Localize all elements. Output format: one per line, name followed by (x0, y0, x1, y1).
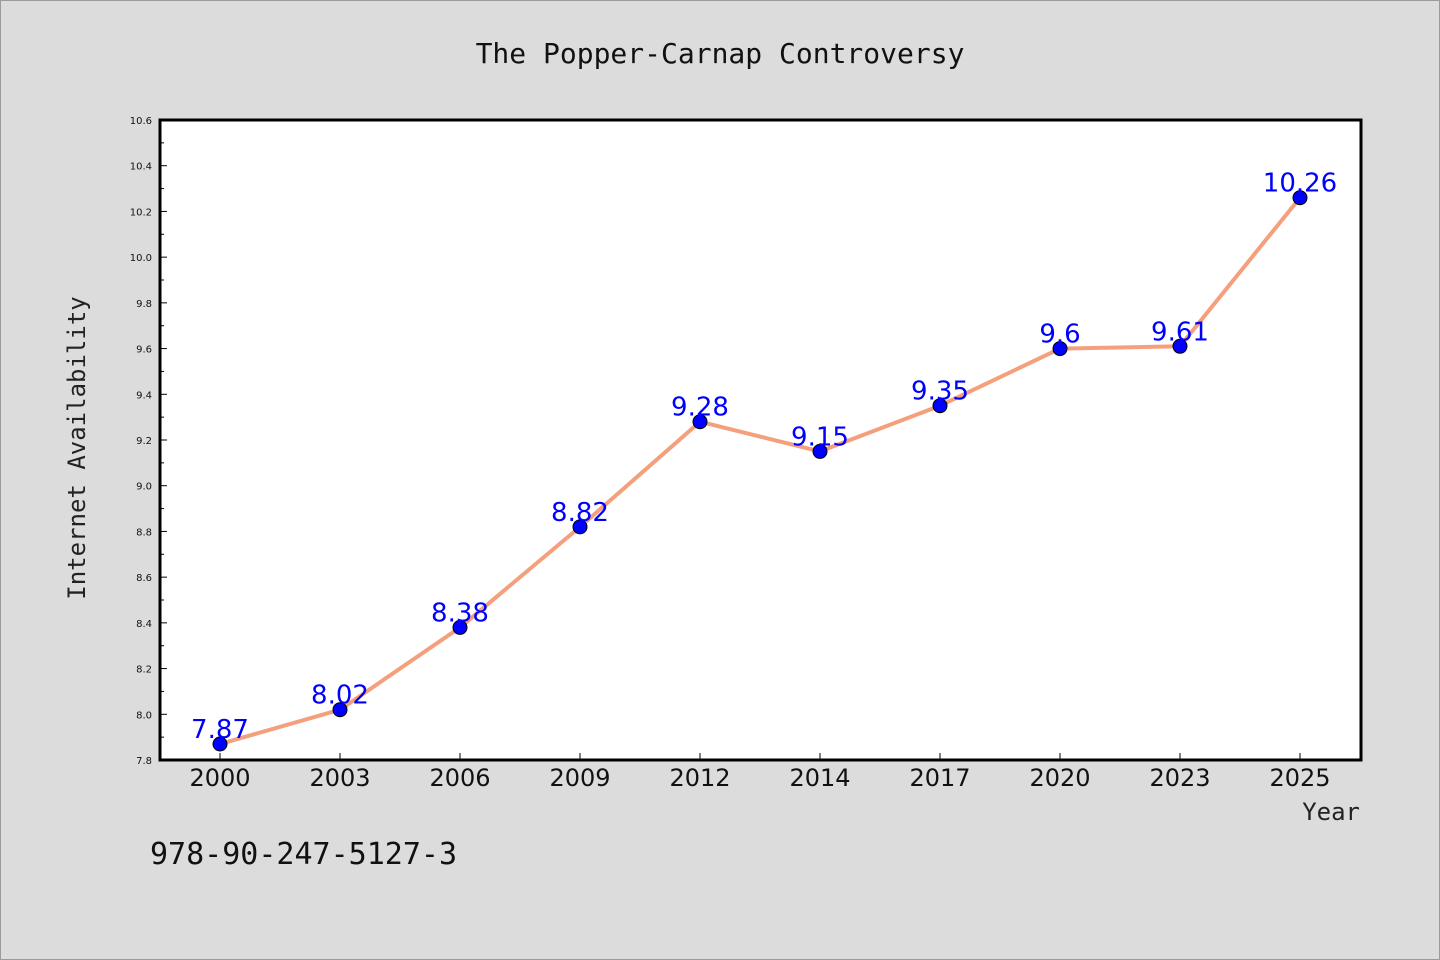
data-value-label: 8.38 (431, 598, 489, 628)
y-tick-label: 8.6 (136, 573, 152, 584)
data-point-marker (332, 702, 348, 718)
series-layer (212, 190, 1308, 752)
data-value-label: 9.15 (791, 422, 849, 452)
data-value-label: 9.61 (1151, 317, 1209, 347)
x-tick-label: 2003 (309, 764, 370, 792)
x-axis-label: Year (1302, 798, 1360, 826)
x-tick-label: 2014 (789, 764, 850, 792)
y-tick-label: 9.8 (136, 299, 152, 310)
x-tick-label: 2025 (1269, 764, 1330, 792)
x-tick-label: 2020 (1029, 764, 1090, 792)
data-labels: 7.87 8.02 8.38 8.82 9.28 9.15 9.35 9.6 9.61 10.26 (191, 169, 1337, 745)
data-point-marker (1172, 338, 1188, 354)
y-tick-label: 9.0 (136, 482, 152, 493)
data-value-label: 10.26 (1263, 169, 1337, 199)
x-tick-label: 2009 (549, 764, 610, 792)
data-value-label: 7.87 (191, 715, 249, 745)
x-tick-label: 2012 (669, 764, 730, 792)
data-point-marker (932, 398, 948, 414)
data-point-marker (452, 619, 468, 635)
isbn-footnote: 978-90-247-5127-3 (150, 837, 457, 872)
y-tick-label: 9.4 (136, 390, 152, 401)
x-tick-label: 2017 (909, 764, 970, 792)
x-tick-label: 2006 (429, 764, 490, 792)
y-tick-label: 8.4 (136, 619, 152, 630)
data-point-marker (1052, 341, 1068, 357)
x-axis: 2000 2003 2006 2009 2012 2014 2017 2020 2023 2025 (189, 753, 1331, 792)
data-value-label: 9.35 (911, 377, 969, 407)
y-axis-label: Internet Availability (63, 296, 91, 599)
x-tick-label: 2000 (189, 764, 250, 792)
y-tick-label: 10.2 (130, 207, 152, 218)
series-line (219, 196, 1302, 746)
y-tick-label: 7.8 (136, 756, 152, 767)
data-value-label: 8.02 (311, 681, 369, 711)
y-tick-label: 10.4 (130, 162, 152, 173)
data-point-marker (812, 443, 828, 459)
y-axis: 7.8 8.0 8.2 8.4 8.6 8.8 9.0 9.2 9.4 9.6 9.8 10.0 10.… (130, 116, 167, 767)
data-point-marker (572, 519, 588, 535)
y-tick-label: 8.2 (136, 665, 152, 676)
y-tick-label: 10.0 (130, 253, 152, 264)
data-value-label: 9.6 (1039, 320, 1080, 350)
y-tick-label: 9.6 (136, 345, 152, 356)
x-tick-label: 2023 (1149, 764, 1210, 792)
chart-title: The Popper-Carnap Controversy (476, 37, 965, 70)
data-point-marker (692, 414, 708, 430)
data-point-marker (212, 736, 228, 752)
data-point-marker (1292, 190, 1308, 206)
y-tick-label: 10.6 (130, 116, 152, 127)
data-value-label: 8.82 (551, 498, 609, 528)
y-tick-label: 8.8 (136, 527, 152, 538)
plot-area (158, 118, 1363, 762)
y-tick-label: 8.0 (136, 710, 152, 721)
y-tick-label: 9.2 (136, 436, 152, 447)
data-value-label: 9.28 (671, 393, 729, 423)
